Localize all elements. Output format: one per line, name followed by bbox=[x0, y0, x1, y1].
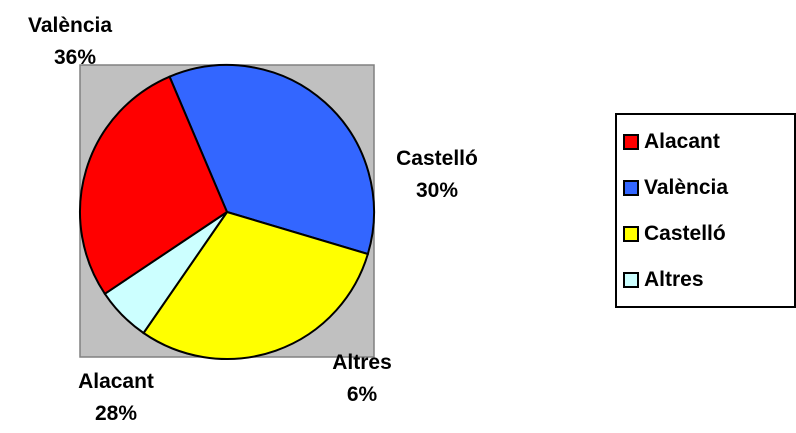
label-alacant-value: 28% bbox=[94, 402, 138, 425]
legend-label-altres: Altres bbox=[644, 268, 704, 291]
legend-item-alacant: Alacant bbox=[623, 127, 720, 157]
label-castello-name: Castelló bbox=[396, 147, 478, 170]
label-castello-value: 30% bbox=[415, 179, 459, 202]
label-altres-value: 6% bbox=[346, 383, 378, 406]
label-valencia-value: 36% bbox=[53, 46, 97, 69]
legend-swatch-altres bbox=[623, 272, 639, 288]
label-valencia: València 36% bbox=[0, 10, 140, 74]
legend-swatch-valencia bbox=[623, 180, 639, 196]
legend-item-valencia: València bbox=[623, 173, 728, 203]
pie-slice-valencia bbox=[168, 64, 375, 256]
label-valencia-name: València bbox=[27, 14, 113, 37]
legend: Alacant València Castelló Altres bbox=[615, 113, 796, 308]
legend-label-valencia: València bbox=[644, 176, 729, 199]
label-alacant-name: Alacant bbox=[78, 370, 154, 393]
label-altres: Altres 6% bbox=[312, 347, 412, 411]
pie-slice-castello bbox=[142, 210, 370, 360]
label-castello: Castelló 30% bbox=[372, 143, 502, 207]
label-alacant: Alacant 28% bbox=[56, 366, 176, 430]
legend-item-castello: Castelló bbox=[623, 219, 726, 249]
legend-label-alacant: Alacant bbox=[644, 130, 720, 153]
legend-swatch-castello bbox=[623, 226, 639, 242]
legend-label-castello: Castelló bbox=[644, 222, 726, 245]
legend-item-altres: Altres bbox=[623, 265, 704, 295]
pie-slice-alacant bbox=[79, 75, 229, 296]
legend-swatch-alacant bbox=[623, 134, 639, 150]
label-altres-name: Altres bbox=[332, 351, 392, 374]
